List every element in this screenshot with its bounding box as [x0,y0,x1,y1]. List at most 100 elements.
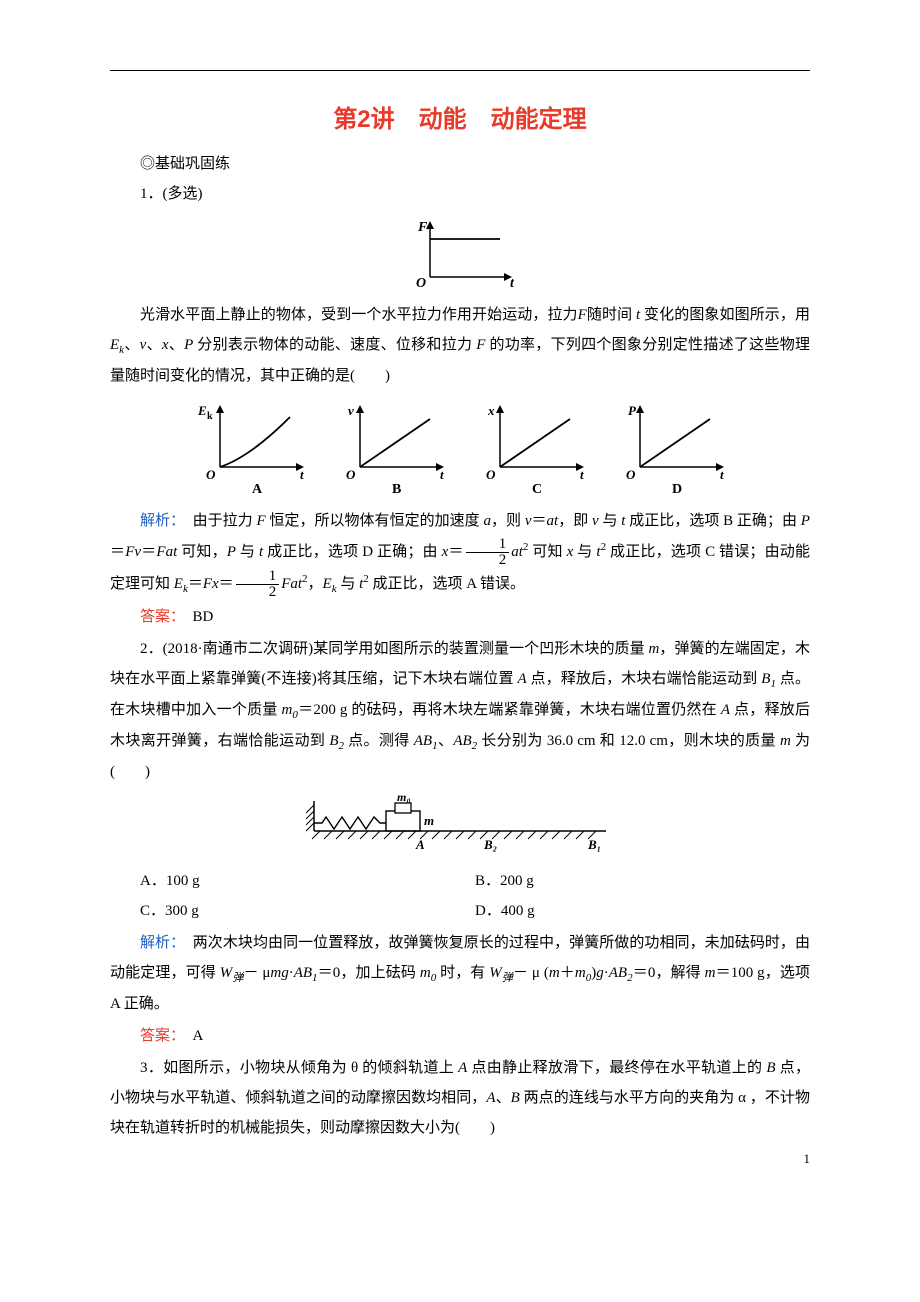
sym: A [517,671,526,687]
svg-text:t: t [440,467,444,482]
sym: AB1 [414,733,438,749]
choice-d: D．400 g [475,896,810,926]
ab: AB [453,733,471,749]
svg-text:t: t [510,276,515,289]
svg-text:D: D [672,482,682,495]
sym: AB2 [453,733,477,749]
answer-value: A [193,1028,204,1044]
m: m [575,965,586,981]
svg-text:P: P [628,403,637,418]
sym: m [780,733,791,749]
t: ＝0，加上砝码 [318,965,420,981]
m: m [420,965,431,981]
t: 随时间 [587,307,636,323]
sym: P [227,544,236,560]
t: 成正比，选项 B 正确；由 [625,513,800,529]
answer-value: BD [193,609,214,625]
choice-c: C．300 g [140,896,475,926]
t: － μ ( [513,965,549,981]
sym: m0 [282,702,298,718]
svg-text:x: x [487,403,495,418]
q1-options-figure: E k O t A v O t B [110,399,810,500]
sym-P: P [184,337,193,353]
q2-solution: 解析： 两次木块均由同一位置释放，故弹簧恢复原长的过程中，弹簧所做的功相同，未加… [110,928,810,1019]
t: ＝0，解得 [633,965,705,981]
t: ＋ [560,965,575,981]
sym: a [547,513,555,529]
t: ＝ [448,544,463,560]
q2-choices: A．100 g B．200 g C．300 g D．400 g [140,866,810,926]
svg-text:C: C [532,482,542,495]
e: E [174,576,183,592]
sym: B [511,1090,520,1106]
top-rule [110,70,810,71]
sym: P [801,513,810,529]
sym-F: F [578,307,587,323]
t: 恒定，所以物体有恒定的加速度 [266,513,484,529]
fraction: 12 [236,569,280,600]
sym: m [705,965,716,981]
svg-text:B: B [392,482,401,495]
section-label: ◎基础巩固练 [110,152,810,173]
page: 第2讲 动能 动能定理 ◎基础巩固练 1．(多选) F O t 光滑水平面上静止… [0,0,920,1185]
svg-text:A: A [252,482,263,495]
lecture-title: 第2讲 动能 动能定理 [110,99,810,134]
sym: W弹 [220,965,244,981]
svg-text:F: F [417,220,428,235]
svg-text:O: O [626,467,636,482]
t: ＝ [110,544,125,560]
t: ＝ [219,576,234,592]
sym: v [592,513,599,529]
den: 2 [466,553,510,568]
svg-text:t: t [300,467,304,482]
q3-body: 3．如图所示，小物块从倾角为 θ 的倾斜轨道上 A 点由静止释放滑下，最终停在水… [110,1053,810,1143]
answer-label: 答案： [140,609,193,625]
t: 点由静止释放滑下，最终停在水平轨道上的 [467,1060,766,1076]
w: W [489,965,502,981]
svg-text:m₀: m₀ [397,795,411,804]
q2-answer: 答案： A [110,1021,810,1051]
t: ，则 [491,513,525,529]
s: 弹 [232,972,243,984]
sym: AB2 [609,965,633,981]
sym: B2 [329,733,344,749]
svg-text:E: E [197,403,207,418]
t: ，即 [558,513,592,529]
choice-a: A．100 g [140,866,475,896]
sym: at [511,544,523,560]
t: 变化的图象如图所示，用 [640,307,810,323]
sym: Fat [156,544,177,560]
svg-text:m: m [424,813,434,828]
choice-b: B．200 g [475,866,810,896]
sym: A [721,702,730,718]
t: ＝200 g 的砝码，再将木块左端紧靠弹簧，木块右端位置仍然在 [298,702,721,718]
num: 1 [466,537,510,553]
sym-Ek: Ek [110,337,124,353]
t: 、 [438,733,454,749]
t: 点。测得 [344,733,414,749]
svg-text:O: O [346,467,356,482]
e: E [323,576,332,592]
sym: a [483,513,491,529]
sym: F [256,513,265,529]
t: 光滑水平面上静止的物体，受到一个水平拉力作用开始运动，拉力 [140,307,578,323]
sym: W弹 [489,965,513,981]
q1-main-figure: F O t [110,217,810,294]
q1-number: 1．(多选) [110,179,810,209]
svg-text:O: O [416,276,426,289]
t: 、 [169,337,185,353]
sym: m [648,641,659,657]
sym: Ek [174,576,188,592]
solution-label: 解析： [140,935,193,951]
e: E [110,337,119,353]
svg-text:O: O [486,467,496,482]
page-number: 1 [804,1151,811,1167]
svg-text:A: A [415,837,425,852]
s: 弹 [502,972,513,984]
t: 、 [124,337,140,353]
sym: B1 [761,671,776,687]
t: 与 [573,544,596,560]
t: 、 [496,1090,511,1106]
t: ， [308,576,323,592]
t: 、 [146,337,162,353]
